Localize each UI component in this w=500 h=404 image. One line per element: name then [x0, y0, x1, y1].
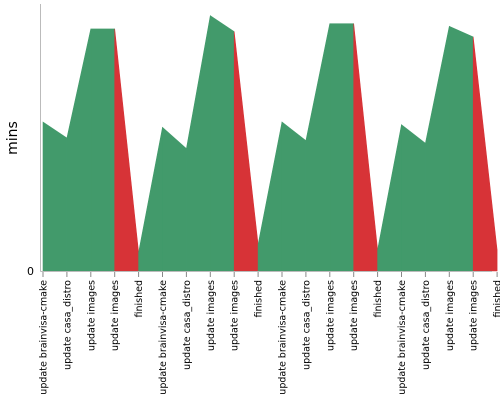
x-axis-ticks: update brainvisa-cmake update casa_distro… [39, 272, 500, 395]
area-segment-ok [67, 29, 91, 271]
area-segment-ok [210, 16, 234, 271]
area-segment-failed [473, 37, 497, 271]
x-tick-label: update images [110, 280, 121, 351]
x-tick-label: update casa_distro [301, 280, 312, 370]
x-tick-label: finished [373, 280, 384, 318]
x-tick-label: update casa_distro [62, 280, 73, 370]
area-segment-ok [258, 122, 282, 271]
x-tick-label: update brainvisa-cmake [278, 280, 289, 395]
area-segment-ok [43, 122, 67, 271]
x-tick-label: update images [469, 280, 480, 351]
x-tick-label: update brainvisa-cmake [397, 280, 408, 395]
area-segment-ok [425, 26, 449, 271]
x-tick-label: update images [86, 280, 97, 351]
x-tick-label: finished [254, 280, 265, 318]
area-segment-ok [402, 125, 426, 271]
x-tick-label: update images [325, 280, 336, 351]
x-tick-label: finished [134, 280, 145, 318]
x-tick-label: update images [445, 280, 456, 351]
y-axis-labels: 0 [27, 265, 34, 278]
x-tick-label: update images [230, 280, 241, 351]
x-tick-label: update images [206, 280, 217, 351]
x-tick-label: update brainvisa-cmake [158, 280, 169, 395]
area-segment-ok [449, 26, 473, 271]
x-tick-label: update casa_distro [182, 280, 193, 370]
area-segment-ok [91, 29, 115, 271]
area-segment-ok [330, 24, 354, 271]
area-segment-ok [139, 127, 163, 271]
area-segments [43, 16, 497, 271]
area-segment-failed [354, 24, 378, 271]
x-tick-label: update casa_distro [421, 280, 432, 370]
area-segment-ok [163, 127, 187, 271]
y-tick-label: 0 [27, 265, 34, 278]
x-tick-label: finished [493, 280, 500, 318]
area-segment-failed [115, 29, 139, 271]
x-tick-label: update brainvisa-cmake [39, 280, 50, 395]
area-segment-ok [186, 16, 210, 271]
y-axis-title: mins [5, 121, 21, 155]
area-segment-ok [378, 125, 402, 271]
area-segment-ok [306, 24, 330, 271]
area-segment-failed [234, 32, 258, 271]
x-tick-label: update images [349, 280, 360, 351]
area-segment-ok [282, 122, 306, 271]
